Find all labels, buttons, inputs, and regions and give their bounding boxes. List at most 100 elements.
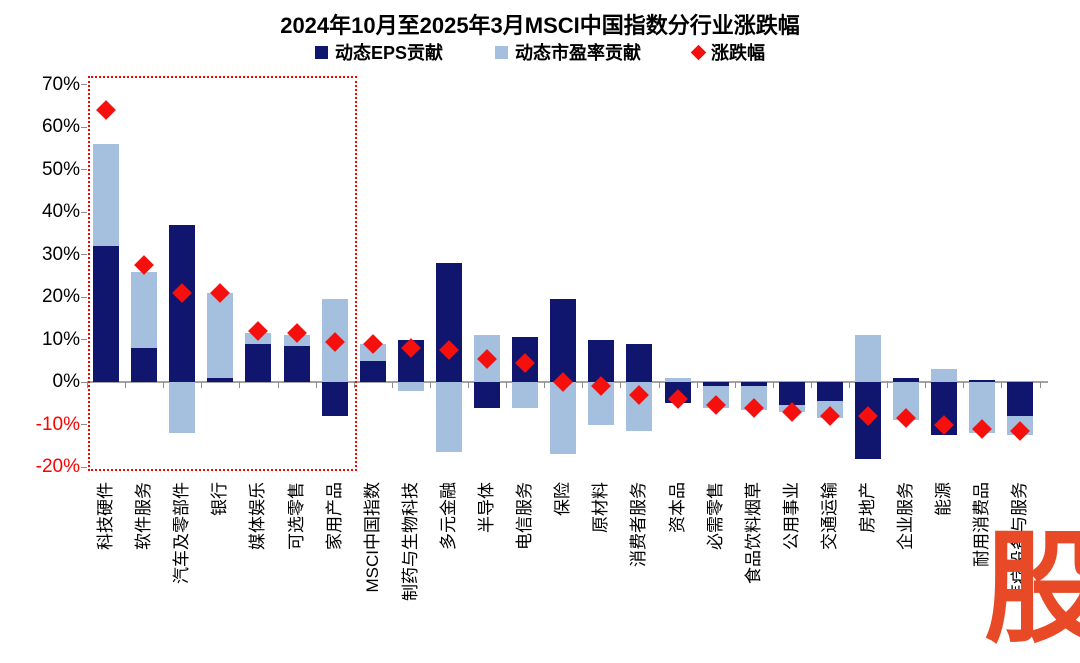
x-axis-label: MSCI中国指数 [362, 482, 382, 593]
y-axis-tick [81, 126, 87, 128]
bar-segment-eps [283, 345, 310, 382]
x-axis-tick [163, 382, 165, 388]
x-axis-label: 必需零售 [705, 482, 725, 550]
x-axis-label: 可选零售 [286, 482, 306, 550]
y-axis-label: 40% [41, 201, 80, 222]
y-axis-label: 0% [52, 371, 80, 392]
x-axis-tick [887, 382, 889, 388]
y-axis-tick [81, 211, 87, 213]
bar-segment-pe [512, 382, 539, 408]
bar-segment-eps [969, 379, 996, 382]
bar-segment-eps [93, 246, 119, 382]
x-axis-tick [925, 382, 927, 388]
bar-segment-eps [702, 382, 729, 387]
y-axis-tick [81, 296, 87, 298]
x-axis-label: 企业服务 [896, 482, 916, 550]
x-axis-tick [468, 382, 469, 388]
y-axis-label: 50% [41, 158, 80, 180]
bar-segment-eps [207, 377, 234, 382]
bar-segment-eps [740, 382, 767, 387]
x-axis-label: 消费者服务 [629, 482, 649, 567]
y-axis-label: -10% [35, 413, 80, 435]
legend-square-icon [495, 45, 509, 59]
x-axis-tick [544, 382, 546, 388]
bar-segment-eps [131, 348, 158, 382]
watermark: 股 [984, 521, 1080, 657]
x-axis-label: 多元金融 [438, 482, 458, 550]
x-axis-tick [277, 382, 279, 388]
y-axis-tick [81, 254, 87, 255]
bar-segment-eps [321, 382, 348, 416]
x-axis-label: 公用事业 [781, 482, 801, 550]
y-axis-tick [81, 466, 87, 468]
x-axis-tick [772, 382, 774, 388]
y-axis-label: -20% [35, 456, 80, 477]
x-axis-label: 食品饮料烟草 [743, 482, 763, 584]
legend-label: 涨跌幅 [711, 43, 766, 63]
x-axis-label: 电信服务 [515, 482, 535, 550]
bar-segment-eps [359, 360, 386, 382]
x-axis-tick [963, 382, 965, 388]
legend-label: 动态市盈率贡献 [515, 43, 642, 63]
x-axis-tick [87, 382, 88, 388]
bar-segment-eps [245, 343, 272, 382]
x-axis-label: 制药与生物科技 [400, 482, 420, 601]
bar-segment-pe [550, 382, 577, 455]
bar-segment-pe [855, 335, 881, 382]
bar-segment-eps [778, 382, 805, 406]
x-axis-label: 能源 [934, 482, 954, 516]
x-axis-tick [391, 382, 393, 388]
bar-segment-eps [816, 382, 843, 402]
legend-square-icon [314, 45, 328, 59]
x-axis-label: 保险 [553, 482, 573, 516]
x-axis-tick [353, 382, 355, 388]
bar-segment-eps [169, 224, 196, 382]
legend-item-2: 涨跌幅 [690, 39, 766, 65]
y-axis-tick [81, 339, 87, 340]
y-axis-label: 30% [41, 243, 80, 265]
x-axis-tick [582, 382, 584, 388]
x-axis-tick [506, 382, 508, 388]
highlight-box [88, 76, 357, 471]
y-axis-tick [81, 381, 87, 383]
bar-segment-pe [435, 382, 462, 453]
x-axis-label: 房地产 [858, 482, 877, 533]
x-axis-tick [1001, 382, 1003, 388]
x-axis-tick [810, 382, 812, 388]
chart-title: 2024年10月至2025年3月MSCI中国指数分行业涨跌幅 [280, 13, 800, 38]
x-axis-label: 家用产品 [324, 482, 344, 550]
x-axis-tick [734, 382, 736, 388]
y-axis-label: 20% [41, 286, 80, 307]
bar-segment-eps [474, 382, 500, 408]
bar-segment-pe [93, 144, 119, 246]
bar-segment-eps [893, 377, 920, 382]
bar-segment-eps [435, 263, 462, 382]
x-axis-tick [125, 382, 127, 388]
y-axis-tick [81, 84, 87, 85]
bar-segment-pe [397, 382, 424, 391]
x-axis-label: 半导体 [477, 482, 496, 533]
x-axis-label: 软件服务 [134, 482, 154, 550]
x-axis-label: 资本品 [667, 482, 687, 533]
bar-segment-eps [626, 343, 653, 382]
x-axis-label: 银行 [210, 482, 230, 516]
x-axis-tick [201, 382, 203, 388]
x-axis-tick [429, 382, 431, 388]
x-axis-tick [315, 382, 317, 388]
bar-segment-eps [550, 299, 577, 382]
bar-segment-pe [169, 382, 196, 433]
legend-item-0: 动态EPS贡献 [314, 39, 444, 65]
x-axis-label: 交通运输 [819, 482, 839, 550]
x-axis-label: 原材料 [591, 482, 611, 533]
x-axis-tick [239, 382, 241, 388]
x-axis-label: 科技硬件 [96, 482, 115, 550]
bar-segment-eps [1007, 382, 1034, 416]
bar-segment-pe [664, 377, 691, 382]
bar-segment-pe [931, 369, 958, 382]
legend-label: 动态EPS贡献 [334, 43, 444, 63]
y-axis-label: 10% [41, 328, 80, 350]
bar-segment-pe [207, 292, 234, 378]
x-axis-tick [658, 382, 660, 388]
